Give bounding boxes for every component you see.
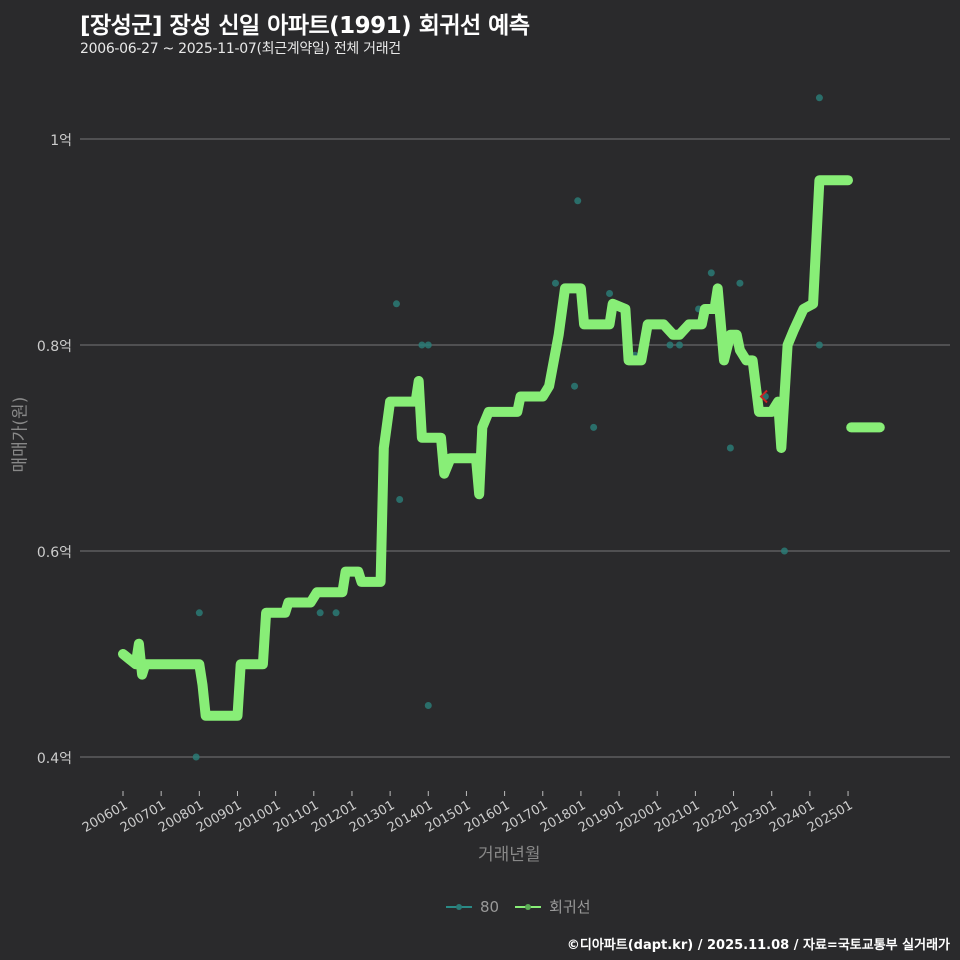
y-axis-label: 매매가(원) xyxy=(10,396,31,473)
legend-label-regression: 회귀선 xyxy=(549,898,591,916)
y-tick-label: 0.8억 xyxy=(36,339,72,355)
legend: 80 회귀선 xyxy=(446,896,601,917)
legend-swatch-regression-icon xyxy=(515,903,542,910)
annotation-marker xyxy=(759,389,768,404)
legend-label-80: 80 xyxy=(480,897,500,916)
legend-item-regression[interactable]: 회귀선 xyxy=(515,896,591,917)
y-tick-label: 1억 xyxy=(50,133,72,149)
x-axis-label: 거래년월 xyxy=(478,845,541,865)
chart-title: [장성군] 장성 신일 아파트(1991) 회귀선 예측 xyxy=(80,13,530,39)
y-tick-label: 0.6억 xyxy=(36,545,72,561)
gridlines xyxy=(80,138,950,758)
regression-line xyxy=(118,175,885,721)
y-tick-label: 0.4억 xyxy=(36,751,72,767)
legend-swatch-80-icon xyxy=(446,903,472,910)
chart-subtitle: 2006-06-27 ~ 2025-11-07(최근계약일) 전체 거래건 xyxy=(80,41,401,57)
legend-item-80[interactable]: 80 xyxy=(446,898,499,916)
x-tick-marks xyxy=(122,791,849,796)
source-caption: ©디아파트(dapt.kr) / 2025.11.08 / 자료=국토교통부 실… xyxy=(566,938,950,953)
